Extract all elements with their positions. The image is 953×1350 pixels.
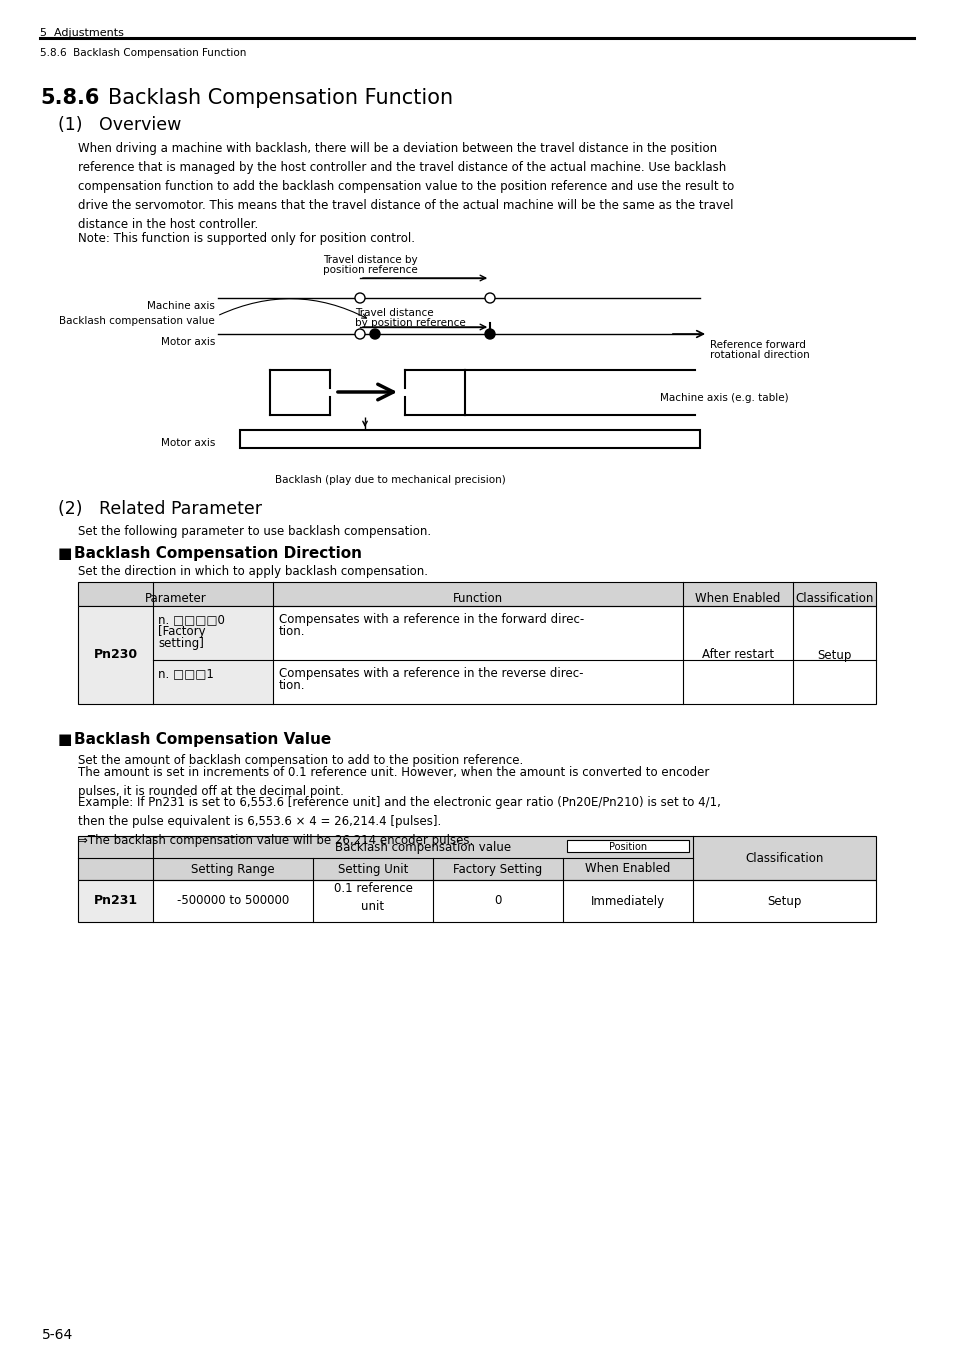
Text: Example: If Pn231 is set to 6,553.6 [reference unit] and the electronic gear rat: Example: If Pn231 is set to 6,553.6 [ref… bbox=[78, 796, 720, 846]
Text: Setup: Setup bbox=[817, 648, 851, 662]
Text: [Factory: [Factory bbox=[158, 625, 206, 639]
Text: Compensates with a reference in the forward direc-: Compensates with a reference in the forw… bbox=[278, 613, 583, 626]
Bar bbox=[566, 840, 688, 852]
Text: When driving a machine with backlash, there will be a deviation between the trav: When driving a machine with backlash, th… bbox=[78, 142, 734, 231]
Text: Immediately: Immediately bbox=[590, 895, 664, 907]
Text: Backlash Compensation Function: Backlash Compensation Function bbox=[108, 88, 453, 108]
Text: Classification: Classification bbox=[744, 852, 822, 864]
Text: Backlash compensation value: Backlash compensation value bbox=[59, 316, 214, 325]
Text: Backlash Compensation Direction: Backlash Compensation Direction bbox=[74, 545, 361, 562]
Circle shape bbox=[484, 329, 495, 339]
Text: Compensates with a reference in the reverse direc-: Compensates with a reference in the reve… bbox=[278, 667, 583, 680]
Text: 5.8.6  Backlash Compensation Function: 5.8.6 Backlash Compensation Function bbox=[40, 49, 246, 58]
Text: position reference: position reference bbox=[322, 265, 416, 275]
Text: setting]: setting] bbox=[158, 637, 204, 649]
Bar bbox=[78, 880, 875, 922]
Text: Classification: Classification bbox=[795, 591, 873, 605]
Text: by position reference: by position reference bbox=[355, 319, 465, 328]
Text: Backlash (play due to mechanical precision): Backlash (play due to mechanical precisi… bbox=[274, 475, 505, 485]
Text: The amount is set in increments of 0.1 reference unit. However, when the amount : The amount is set in increments of 0.1 r… bbox=[78, 765, 709, 798]
Text: Reference forward: Reference forward bbox=[709, 340, 805, 350]
Text: n. □□□1: n. □□□1 bbox=[158, 667, 213, 680]
Text: ■: ■ bbox=[58, 732, 72, 747]
Bar bbox=[152, 606, 273, 660]
Text: Pn231: Pn231 bbox=[93, 895, 137, 907]
Text: 5  Adjustments: 5 Adjustments bbox=[40, 28, 124, 38]
Text: 0.1 reference
unit: 0.1 reference unit bbox=[334, 883, 412, 914]
Text: Parameter: Parameter bbox=[145, 591, 206, 605]
Text: tion.: tion. bbox=[278, 679, 305, 693]
Text: After restart: After restart bbox=[701, 648, 773, 662]
Circle shape bbox=[355, 329, 365, 339]
Bar bbox=[152, 660, 273, 703]
Text: 0: 0 bbox=[494, 895, 501, 907]
Text: Motor axis: Motor axis bbox=[160, 338, 214, 347]
Text: Pn230: Pn230 bbox=[93, 648, 137, 662]
Text: Setting Range: Setting Range bbox=[191, 863, 274, 876]
Text: Set the direction in which to apply backlash compensation.: Set the direction in which to apply back… bbox=[78, 566, 428, 578]
Text: 5.8.6: 5.8.6 bbox=[40, 88, 99, 108]
Text: Motor axis: Motor axis bbox=[160, 437, 214, 448]
Circle shape bbox=[484, 293, 495, 302]
Bar bbox=[78, 880, 152, 922]
Bar bbox=[78, 606, 875, 703]
Bar bbox=[240, 431, 700, 448]
Text: Travel distance: Travel distance bbox=[355, 308, 434, 319]
Bar bbox=[78, 582, 875, 606]
Bar bbox=[78, 606, 152, 703]
Text: When Enabled: When Enabled bbox=[585, 863, 670, 876]
Text: Setup: Setup bbox=[766, 895, 801, 907]
Text: When Enabled: When Enabled bbox=[695, 591, 780, 605]
Text: Function: Function bbox=[453, 591, 502, 605]
Text: Machine axis: Machine axis bbox=[147, 301, 214, 310]
Bar bbox=[78, 859, 875, 880]
Text: (1)   Overview: (1) Overview bbox=[58, 116, 181, 134]
Text: Backlash Compensation Value: Backlash Compensation Value bbox=[74, 732, 331, 747]
Text: (2)   Related Parameter: (2) Related Parameter bbox=[58, 500, 262, 518]
Text: ■: ■ bbox=[58, 545, 72, 562]
Text: Machine axis (e.g. table): Machine axis (e.g. table) bbox=[659, 393, 788, 404]
Text: Setting Unit: Setting Unit bbox=[337, 863, 408, 876]
Text: Note: This function is supported only for position control.: Note: This function is supported only fo… bbox=[78, 232, 415, 244]
Text: rotational direction: rotational direction bbox=[709, 350, 809, 360]
Text: Backlash compensation value: Backlash compensation value bbox=[335, 841, 511, 853]
Text: Position: Position bbox=[608, 842, 646, 852]
Text: Factory Setting: Factory Setting bbox=[453, 863, 542, 876]
Text: Set the following parameter to use backlash compensation.: Set the following parameter to use backl… bbox=[78, 525, 431, 539]
Text: Travel distance by: Travel distance by bbox=[322, 255, 416, 265]
Circle shape bbox=[370, 329, 379, 339]
Bar bbox=[78, 582, 875, 606]
Circle shape bbox=[355, 293, 365, 302]
Text: tion.: tion. bbox=[278, 625, 305, 639]
Bar bbox=[78, 836, 875, 880]
Text: 5-64: 5-64 bbox=[42, 1328, 73, 1342]
Text: n. □□□□0: n. □□□□0 bbox=[158, 613, 225, 626]
Text: Set the amount of backlash compensation to add to the position reference.: Set the amount of backlash compensation … bbox=[78, 755, 522, 767]
Text: -500000 to 500000: -500000 to 500000 bbox=[176, 895, 289, 907]
Bar bbox=[78, 836, 875, 859]
